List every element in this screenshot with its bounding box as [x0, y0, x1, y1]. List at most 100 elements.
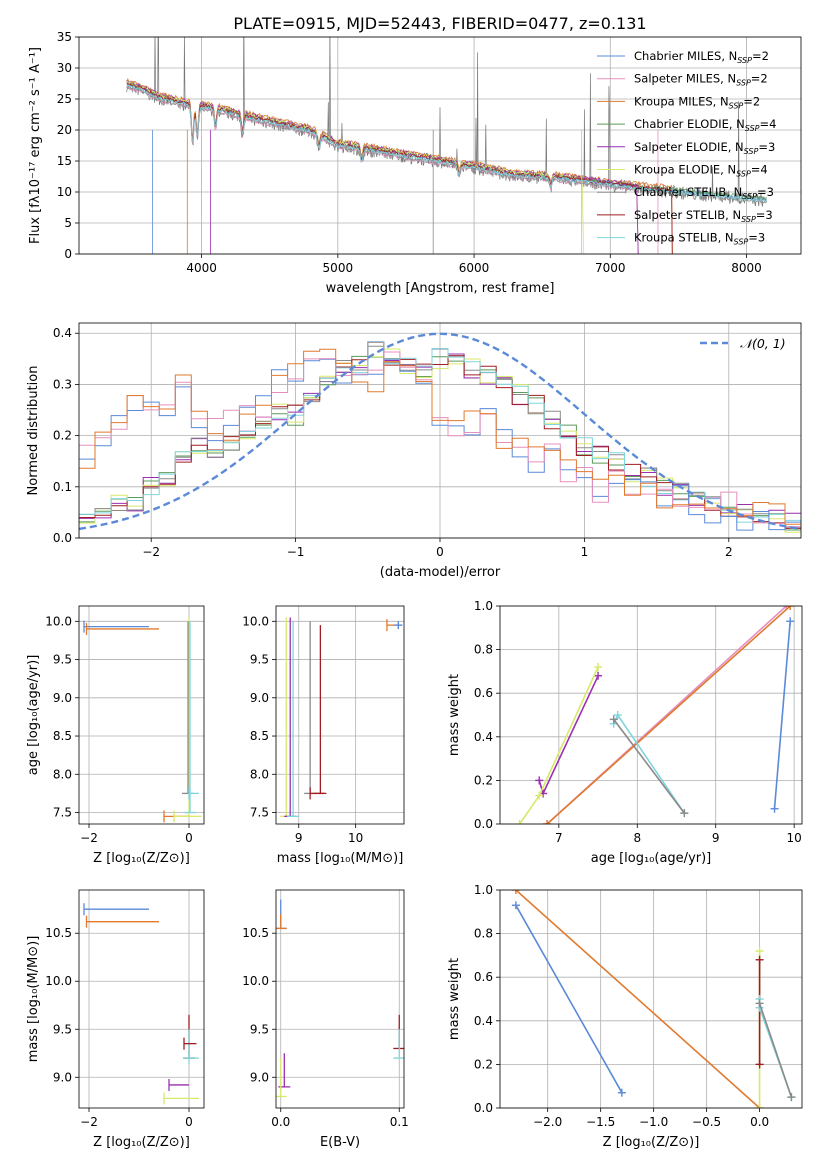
x-tick-label: 9: [295, 831, 303, 845]
legend-entry: Chabrier MILES, NSSP=2: [634, 49, 769, 65]
x-tick-label: −1: [287, 545, 305, 559]
axes-frame: [499, 605, 803, 825]
plot-area-weight-vs-age: [515, 606, 795, 824]
y-tick-label: 10.0: [242, 614, 269, 628]
axes-frame: [78, 889, 205, 1109]
weight-line-kroupa_miles: [515, 890, 761, 1108]
y-tick-label: 0.0: [474, 817, 493, 831]
y-tick-label: 10.5: [242, 926, 269, 940]
axes-frame: [275, 889, 405, 1109]
legend-entry: Salpeter ELODIE, NSSP=3: [634, 140, 775, 156]
y-axis-label: mass [log₁₀(M/M⊙)]: [26, 936, 41, 1063]
y-tick-label: 0.2: [53, 429, 72, 443]
x-tick-label: 9: [712, 831, 720, 845]
x-tick-label: 5000: [323, 261, 354, 275]
x-tick-label: 7: [555, 831, 563, 845]
axes-age-vs-Z: −2 0 7.5 8.0 8.5 9.0 9.5 10.0 Z [log₁₀(Z/Z⊙)] age…: [26, 605, 205, 866]
x-tick-label: 0: [185, 831, 193, 845]
y-tick-label: 0.0: [53, 531, 72, 545]
weight-line-kroupa_miles: [546, 606, 791, 824]
x-tick-label: 0.0: [271, 1115, 290, 1129]
y-tick-label: 10: [57, 185, 72, 199]
y-axis-label: age [log₁₀(age/yr)]: [26, 655, 41, 776]
axes-weight-vs-Z: −2.0 −1.5 −1.0 −0.5 0.0 0.0 0.2 0.4 0.6 0.8 1.0 Z […: [447, 883, 803, 1150]
axes-frame: [78, 605, 205, 825]
weight-line-chabrier_miles: [773, 621, 791, 809]
legend-entry: Kroupa STELIB, NSSP=3: [634, 231, 765, 247]
plot-area-spectrum: [126, 37, 768, 254]
axes-residuals: −2 −1 0 1 2 0.0 0.1 0.2 0.3 0.4 (data-model)/error…: [26, 322, 802, 580]
y-tick-label: 25: [57, 92, 72, 106]
y-tick-label: 0.0: [474, 1101, 493, 1115]
y-tick-label: 0.8: [474, 643, 493, 657]
y-tick-label: 10.0: [45, 974, 72, 988]
axes-frame: [78, 36, 802, 255]
legend-entry: Chabrier ELODIE, NSSP=4: [634, 117, 776, 133]
x-axis-label: E(B-V): [320, 1135, 360, 1150]
y-tick-label: 8.5: [250, 729, 269, 743]
x-tick-label: 0.1: [390, 1115, 409, 1129]
x-tick-label: −2: [142, 545, 160, 559]
figure-title: PLATE=0915, MJD=52443, FIBERID=0477, z=0…: [233, 14, 646, 33]
model-line-kroupa_elodie: [126, 80, 585, 254]
axes-age-vs-mass: 9 10 7.5 8.0 8.5 9.0 9.5 10.0 mass [log₁₀(M/M⊙)]: [242, 605, 405, 866]
y-tick-label: 10.5: [45, 926, 72, 940]
model-line-chabrier_stelib: [126, 84, 767, 204]
axes-frame: [78, 322, 802, 539]
legend-entry: 𝒩(0, 1): [740, 336, 786, 351]
y-axis-label: mass weight: [447, 958, 462, 1040]
y-tick-label: 0.8: [474, 927, 493, 941]
x-axis-label: (data-model)/error: [380, 565, 501, 580]
legend-entry: Kroupa MILES, NSSP=2: [634, 94, 760, 110]
x-tick-label: 0: [436, 545, 444, 559]
x-tick-label: 7000: [595, 261, 626, 275]
x-tick-label: −0.5: [692, 1115, 721, 1129]
y-tick-label: 0.3: [53, 377, 72, 391]
y-tick-label: 5: [64, 216, 72, 230]
y-tick-label: 7.5: [53, 806, 72, 820]
y-tick-label: 0.2: [474, 773, 493, 787]
x-axis-label: Z [log₁₀(Z/Z⊙)]: [93, 1135, 190, 1150]
weight-line-chabrier_stelib: [758, 1003, 793, 1098]
y-tick-label: 9.0: [53, 691, 72, 705]
y-tick-label: 9.5: [250, 653, 269, 667]
x-tick-label: 8: [633, 831, 641, 845]
y-tick-label: 0.4: [474, 1014, 493, 1028]
y-tick-label: 8.0: [250, 767, 269, 781]
y-tick-label: 1.0: [474, 599, 493, 613]
x-tick-label: 4000: [186, 261, 217, 275]
x-tick-label: 1: [581, 545, 589, 559]
y-axis-label: Flux [fλ10⁻¹⁷ erg cm⁻² s⁻¹ A⁻¹]: [28, 47, 43, 244]
hist-kroupa_stelib: [79, 341, 801, 538]
plot-area-age-vs-mass: [280, 617, 403, 818]
axes-frame: [275, 605, 405, 825]
y-tick-label: 8.5: [53, 729, 72, 743]
y-tick-label: 0.6: [474, 970, 493, 984]
x-tick-label: 6000: [459, 261, 490, 275]
y-tick-label: 7.5: [250, 806, 269, 820]
weight-line-chabrier_miles: [515, 904, 623, 1094]
x-tick-label: −2: [80, 831, 98, 845]
x-tick-label: 0: [185, 1115, 193, 1129]
x-axis-label: wavelength [Angstrom, rest frame]: [326, 281, 555, 296]
y-tick-label: 0.2: [474, 1057, 493, 1071]
y-tick-label: 9.5: [53, 1022, 72, 1036]
x-tick-label: 10: [348, 831, 363, 845]
y-tick-label: 35: [57, 30, 72, 44]
legend-entry: Salpeter MILES, NSSP=2: [634, 72, 768, 88]
weight-line-chabrier_stelib: [613, 718, 685, 814]
y-tick-label: 9.0: [53, 1070, 72, 1084]
y-tick-label: 8.0: [53, 767, 72, 781]
plot-area-mass-vs-EBV: [276, 899, 404, 1098]
x-tick-label: −1.0: [639, 1115, 668, 1129]
residual-legend: 𝒩(0, 1): [700, 336, 786, 351]
y-tick-label: 9.5: [250, 1022, 269, 1036]
x-axis-label: mass [log₁₀(M/M⊙)]: [277, 851, 404, 866]
y-axis-label: Normed distribution: [26, 366, 41, 496]
y-tick-label: 15: [57, 154, 72, 168]
model-line-salpeter_miles: [126, 86, 639, 254]
axes-frame: [499, 889, 803, 1109]
legend-entry: Kroupa ELODIE, NSSP=4: [634, 163, 768, 179]
normal-pdf-line: [79, 332, 801, 531]
